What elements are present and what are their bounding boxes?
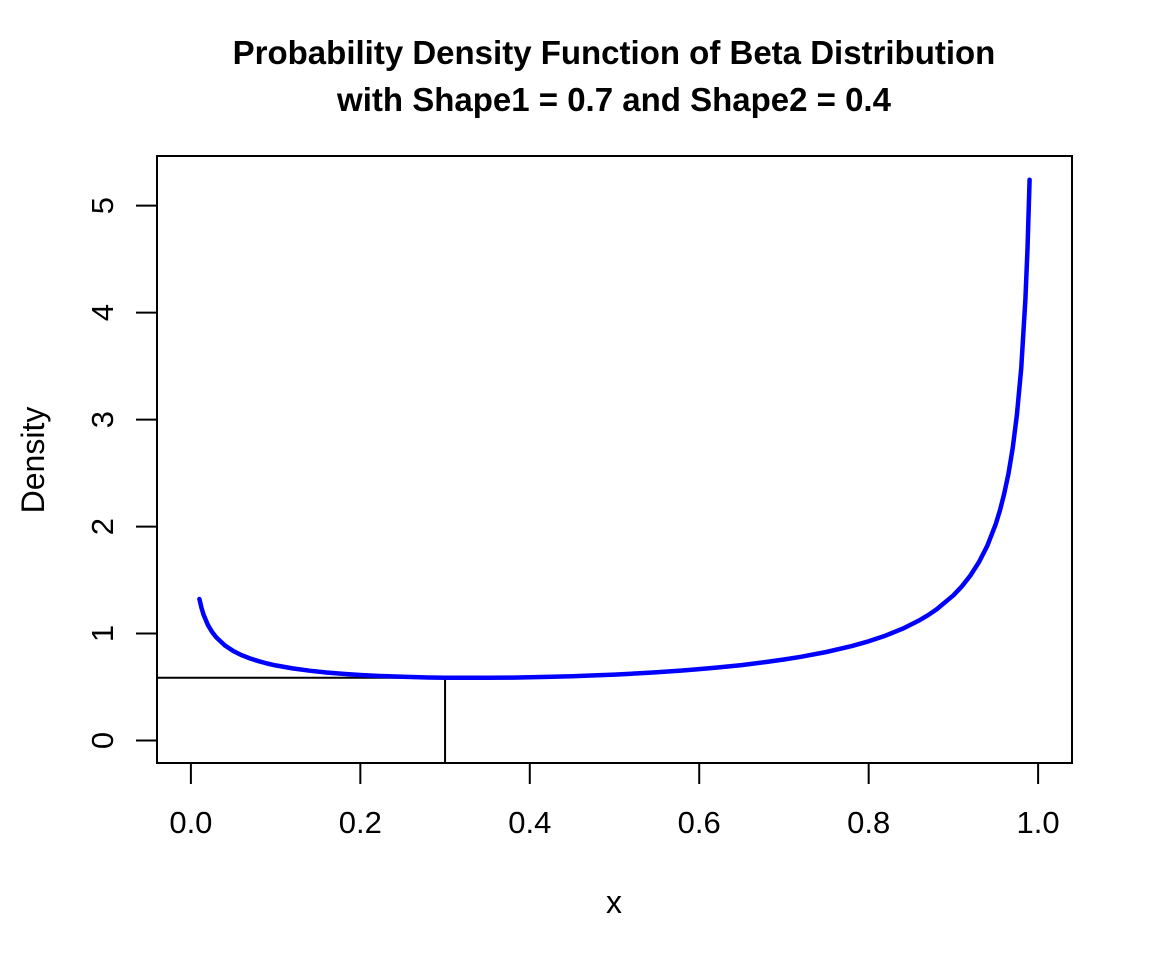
chart-title-line1: Probability Density Function of Beta Dis… [233,34,996,71]
x-tick-label: 0.8 [847,805,890,840]
y-tick-label: 4 [85,304,120,321]
reference-lines [157,676,447,763]
y-tick-label: 3 [85,411,120,428]
y-axis-ticks: 0 1 2 3 4 5 [85,197,157,749]
x-tick-label: 0.0 [169,805,212,840]
x-tick-label: 0.2 [339,805,382,840]
y-tick-label: 1 [85,625,120,642]
x-tick-label: 1.0 [1017,805,1060,840]
x-axis-label: x [606,884,622,920]
y-tick-label: 5 [85,197,120,214]
density-curve [197,177,1032,681]
plot-box [156,155,1073,764]
plot-box-border [156,155,1073,764]
x-tick-label: 0.4 [508,805,551,840]
x-axis-ticks: 0.0 0.2 0.4 0.6 0.8 1.0 [169,763,1060,840]
y-axis-label: Density [15,407,51,514]
y-tick-label: 2 [85,518,120,535]
chart-title-line2: with Shape1 = 0.7 and Shape2 = 0.4 [336,81,892,118]
x-tick-label: 0.6 [678,805,721,840]
beta-pdf-curve [197,177,1032,681]
y-tick-label: 0 [85,732,120,749]
